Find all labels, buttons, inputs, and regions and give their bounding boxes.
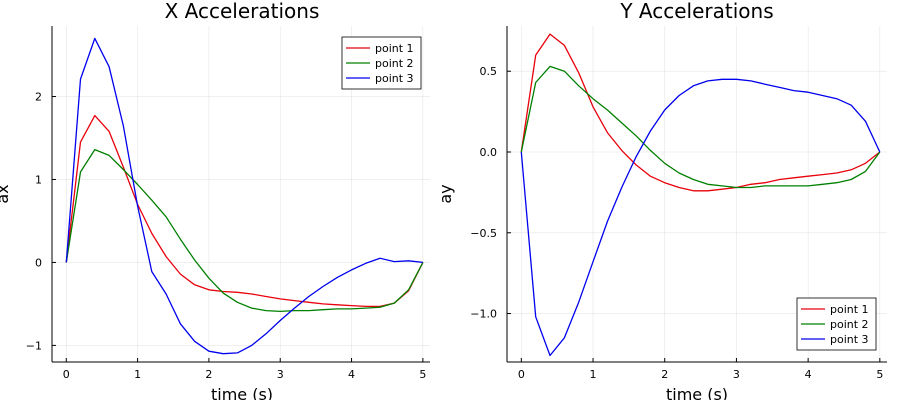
legend: point 1 point 2 point 3 xyxy=(341,36,422,90)
series-line-point-3 xyxy=(65,37,423,355)
x-axis-label: time (s) xyxy=(211,385,273,400)
series-line-point-1 xyxy=(520,33,881,192)
x-tick-label: 0 xyxy=(63,368,70,381)
x-tick-label: 1 xyxy=(134,368,141,381)
x-tick-label: 3 xyxy=(277,368,284,381)
x-tick-label: 4 xyxy=(348,368,355,381)
y-tick-label: 2 xyxy=(35,91,42,104)
series-line-point-1 xyxy=(65,114,424,308)
series-line-point-2 xyxy=(65,148,424,313)
y-tick-label: −1.0 xyxy=(470,308,497,321)
x-tick-label: 5 xyxy=(419,368,426,381)
y-axis-label: ax xyxy=(0,184,12,203)
y-accelerations-chart: 0 1 2 3 4 5 −1.0 −0.5 0.0 0.5 Y Accelerations tim… xyxy=(436,0,887,400)
x-tick-label: 1 xyxy=(590,368,597,381)
x-tick-label: 3 xyxy=(733,368,740,381)
legend-entry: point 3 xyxy=(375,72,414,85)
y-tick-label: 1 xyxy=(35,173,42,186)
x-axis-label: time (s) xyxy=(666,385,728,400)
y-tick-label: −0.5 xyxy=(470,227,497,240)
legend-entry: point 3 xyxy=(830,333,869,346)
y-axis-label: ay xyxy=(436,184,455,203)
series-line-point-3 xyxy=(520,78,881,357)
series-line-point-2 xyxy=(520,65,881,189)
y-tick-label: 0 xyxy=(35,256,42,269)
x-tick-label: 0 xyxy=(518,368,525,381)
legend-entry: point 1 xyxy=(830,303,869,316)
x-tick-label: 2 xyxy=(661,368,668,381)
chart-title: X Accelerations xyxy=(165,0,320,23)
y-tick-label: 0.5 xyxy=(480,65,498,78)
legend-entry: point 1 xyxy=(375,42,414,55)
x-tick-label: 4 xyxy=(805,368,812,381)
x-tick-label: 2 xyxy=(205,368,212,381)
x-tick-label: 5 xyxy=(876,368,883,381)
y-tick-label: −1 xyxy=(26,339,42,352)
legend-entry: point 2 xyxy=(375,57,414,70)
legend-entry: point 2 xyxy=(830,318,869,331)
chart-title: Y Accelerations xyxy=(619,0,773,23)
y-tick-label: 0.0 xyxy=(480,146,498,159)
legend: point 1 point 2 point 3 xyxy=(796,297,877,351)
